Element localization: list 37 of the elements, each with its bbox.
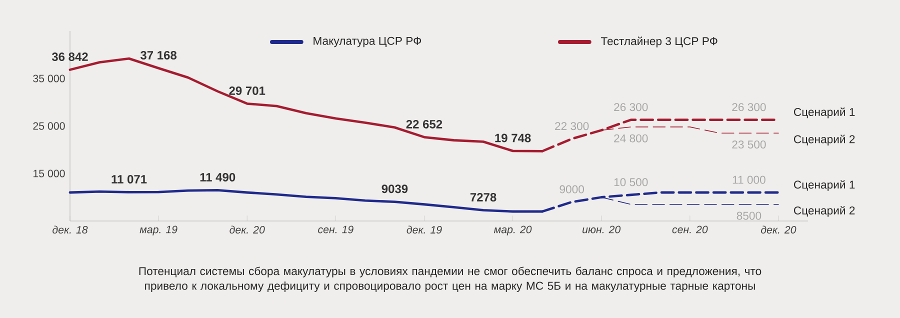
data-label: 22 652 [406,120,442,128]
x-tick-label: дек. 19 [406,226,442,234]
data-label: 19 748 [495,134,531,142]
x-tick-label: сен. 19 [318,226,354,234]
data-label: 11 071 [112,174,147,184]
data-label: 10 500 [614,178,648,186]
x-tick-label: дек. 18 [52,226,88,234]
x-tick-label: дек. 20 [761,226,796,234]
data-label: 24 800 [614,134,648,142]
data-label: 11 490 [200,172,236,182]
data-label: 8500 [736,212,762,220]
legend-label: Тестлайнер 3 ЦСР РФ [600,36,718,48]
x-tick-label: мар. 20 [494,226,532,236]
y-tick-label: 35 000 [33,74,65,82]
x-tick-label: дек. 20 [230,226,265,234]
series-label: Сценарий 2 [794,206,855,217]
data-label: 22 300 [555,122,589,130]
data-label: 36 842 [52,52,88,62]
data-label: 9039 [382,184,408,194]
data-label: 37 168 [140,50,177,60]
series-label: Сценарий 1 [794,107,855,118]
x-tick-label: сен. 20 [672,226,708,234]
legend-label: Макулатура ЦСР РФ [314,36,422,48]
data-label: 29 701 [229,86,266,95]
x-tick-label: июн. 20 [582,226,621,234]
data-label: 11 000 [732,176,766,184]
y-tick-label: 15 000 [33,170,65,178]
series-label: Сценарий 1 [794,180,855,191]
text: Потенциал системы сбора макулатуры в условиях пандемии не смог обеспечить баланс спроса и предложения, что привело к локальному дефициту и спровоцировало рост цен на марку МС 5Б и на макулатурные тарные картоны [139,266,762,292]
data-label: 26 300 [732,103,766,112]
data-label: 9000 [560,185,584,194]
series-label: Сценарий 2 [794,134,855,146]
y-tick-label: 25 000 [33,122,65,130]
data-label: 7278 [470,192,496,202]
data-label: 26 300 [614,103,648,112]
data-label: 23 500 [732,140,766,149]
x-tick-label: мар. 19 [140,226,178,236]
